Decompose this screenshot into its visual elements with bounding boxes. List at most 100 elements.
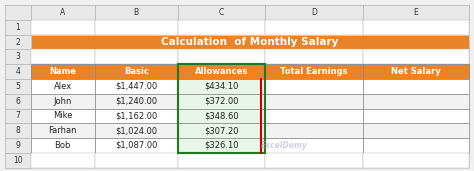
Bar <box>5 153 31 168</box>
Bar <box>265 79 363 94</box>
Bar <box>363 109 469 123</box>
Text: Mike: Mike <box>53 111 73 120</box>
Text: Name: Name <box>49 67 76 76</box>
Bar <box>363 94 469 109</box>
Bar <box>178 64 265 153</box>
Text: $372.00: $372.00 <box>204 97 239 106</box>
Bar <box>5 94 31 109</box>
Bar <box>5 35 31 49</box>
Bar <box>265 94 363 109</box>
Text: $1,024.00: $1,024.00 <box>115 126 157 135</box>
Bar <box>363 5 469 20</box>
Bar <box>178 153 265 168</box>
Bar <box>363 20 469 35</box>
Bar <box>5 123 31 138</box>
Bar <box>5 138 31 153</box>
Text: D: D <box>311 8 317 17</box>
Bar <box>178 94 265 109</box>
Bar <box>5 109 31 123</box>
Bar <box>95 109 178 123</box>
Bar <box>265 109 363 123</box>
Text: Farhan: Farhan <box>48 126 77 135</box>
Text: Allowances: Allowances <box>195 67 248 76</box>
Text: E: E <box>413 8 419 17</box>
Bar <box>95 49 178 64</box>
Bar <box>95 153 178 168</box>
Bar <box>363 138 469 153</box>
Text: Net Salary: Net Salary <box>391 67 441 76</box>
Text: $1,087.00: $1,087.00 <box>115 141 157 150</box>
Text: 1: 1 <box>15 23 20 32</box>
Text: $1,240.00: $1,240.00 <box>115 97 157 106</box>
Bar <box>95 138 178 153</box>
Text: Calculation  of Monthly Salary: Calculation of Monthly Salary <box>161 37 339 47</box>
Bar <box>363 49 469 64</box>
Text: Alex: Alex <box>54 82 72 91</box>
Text: John: John <box>54 97 72 106</box>
Bar <box>95 64 178 79</box>
Bar <box>95 5 178 20</box>
Bar <box>95 79 178 94</box>
Bar <box>5 49 31 64</box>
Text: $434.10: $434.10 <box>204 82 239 91</box>
Bar <box>95 20 178 35</box>
Text: 7: 7 <box>15 111 20 120</box>
Bar <box>5 20 31 35</box>
Text: 6: 6 <box>15 97 20 106</box>
Bar <box>265 20 363 35</box>
Text: $348.60: $348.60 <box>204 111 239 120</box>
Text: 4: 4 <box>15 67 20 76</box>
Text: $1,447.00: $1,447.00 <box>115 82 157 91</box>
Bar <box>5 5 31 20</box>
Text: 10: 10 <box>13 156 23 165</box>
Bar <box>31 94 95 109</box>
Text: 3: 3 <box>15 52 20 61</box>
Bar <box>178 5 265 20</box>
Bar <box>95 94 178 109</box>
Bar <box>363 123 469 138</box>
Bar <box>363 64 469 79</box>
Bar <box>265 138 363 153</box>
Text: C: C <box>219 8 224 17</box>
Bar <box>5 79 31 94</box>
Bar <box>31 5 95 20</box>
Bar <box>31 49 95 64</box>
Text: Basic: Basic <box>124 67 149 76</box>
Bar <box>178 49 265 64</box>
Bar <box>31 64 95 79</box>
Bar <box>265 153 363 168</box>
Bar <box>178 64 265 79</box>
Bar <box>265 64 363 79</box>
Text: 5: 5 <box>15 82 20 91</box>
Text: A: A <box>60 8 65 17</box>
Text: $326.10: $326.10 <box>204 141 239 150</box>
Text: 2: 2 <box>15 38 20 47</box>
Bar <box>31 123 95 138</box>
Text: $1,162.00: $1,162.00 <box>115 111 157 120</box>
Bar <box>31 109 95 123</box>
Text: Total Earnings: Total Earnings <box>280 67 348 76</box>
Bar <box>178 138 265 153</box>
Bar <box>31 20 95 35</box>
Bar <box>31 153 95 168</box>
Text: 8: 8 <box>15 126 20 135</box>
Text: $307.20: $307.20 <box>204 126 239 135</box>
Bar <box>265 123 363 138</box>
Bar <box>31 79 95 94</box>
Bar <box>178 20 265 35</box>
Text: B: B <box>134 8 139 17</box>
Bar <box>178 79 265 94</box>
Bar <box>178 123 265 138</box>
Bar <box>363 153 469 168</box>
Bar <box>265 49 363 64</box>
Bar <box>31 138 95 153</box>
Bar <box>178 109 265 123</box>
Text: Bob: Bob <box>55 141 71 150</box>
Bar <box>5 64 31 79</box>
Bar <box>95 123 178 138</box>
Text: 9: 9 <box>15 141 20 150</box>
Bar <box>31 35 469 49</box>
Bar <box>265 5 363 20</box>
Bar <box>363 79 469 94</box>
Text: ExcelDemy: ExcelDemy <box>261 141 308 150</box>
